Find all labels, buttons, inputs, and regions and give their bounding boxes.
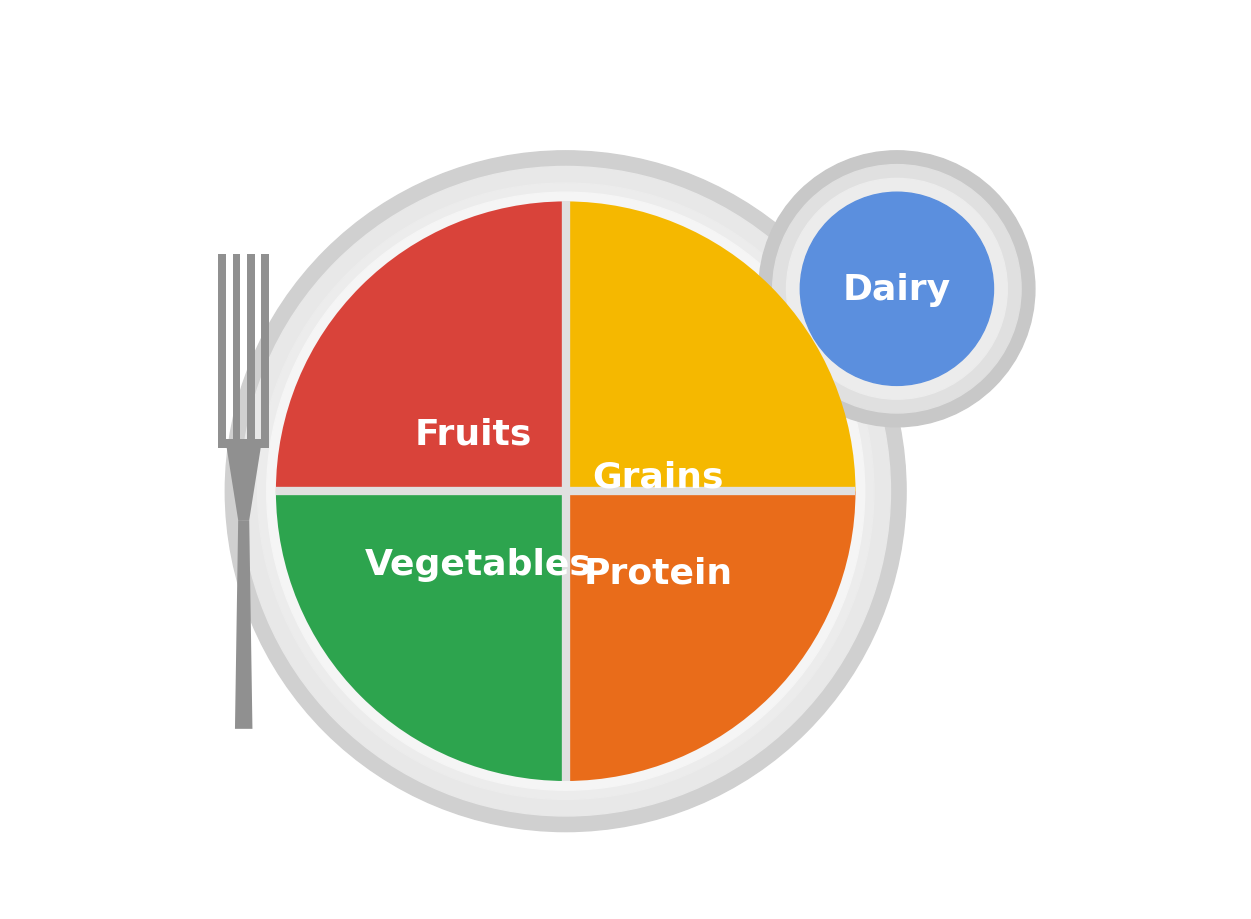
Polygon shape (219, 255, 226, 439)
Circle shape (266, 193, 864, 790)
Circle shape (787, 179, 1007, 400)
Text: Fruits: Fruits (414, 417, 532, 450)
Text: Grains: Grains (593, 460, 724, 494)
Circle shape (773, 165, 1021, 414)
Polygon shape (233, 255, 240, 439)
Wedge shape (565, 202, 856, 492)
Polygon shape (246, 255, 255, 439)
Polygon shape (219, 439, 269, 448)
Wedge shape (565, 492, 856, 781)
Text: Vegetables: Vegetables (365, 547, 592, 581)
Wedge shape (276, 202, 565, 492)
Polygon shape (261, 255, 269, 439)
Polygon shape (235, 520, 253, 729)
Polygon shape (225, 439, 263, 520)
Text: Dairy: Dairy (843, 273, 951, 306)
Wedge shape (276, 492, 565, 781)
Text: Protein: Protein (584, 556, 733, 590)
Circle shape (225, 152, 906, 832)
Circle shape (759, 152, 1035, 427)
Circle shape (241, 167, 891, 816)
Circle shape (801, 193, 993, 386)
Circle shape (258, 184, 874, 800)
